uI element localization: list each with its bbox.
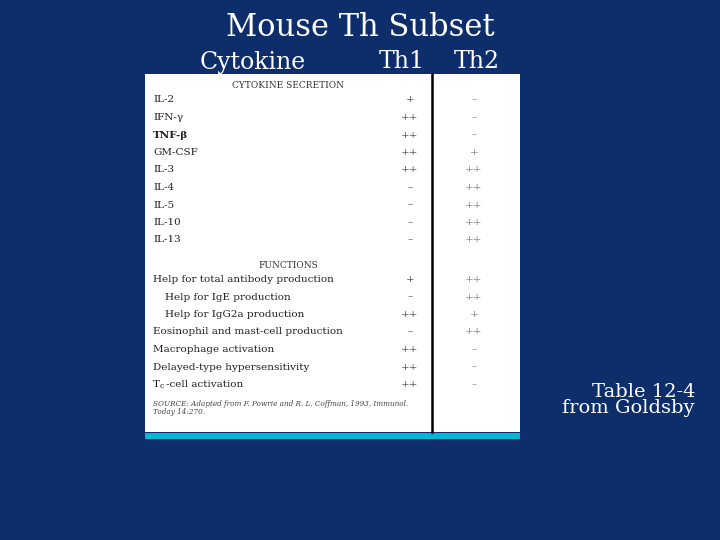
Text: ++: ++ [401, 113, 419, 122]
Text: Th2: Th2 [454, 51, 500, 73]
Text: –: – [408, 218, 413, 227]
Text: ++: ++ [401, 380, 419, 389]
Text: ++: ++ [465, 218, 482, 227]
Text: –: – [472, 362, 477, 372]
Text: Th1: Th1 [379, 51, 425, 73]
Text: –: – [408, 327, 413, 336]
Text: c: c [160, 382, 164, 390]
Text: ++: ++ [465, 235, 482, 245]
Text: TNF-β: TNF-β [153, 131, 188, 139]
Text: Help for IgE production: Help for IgE production [165, 293, 291, 301]
FancyBboxPatch shape [145, 433, 520, 439]
Text: Mouse Th Subset: Mouse Th Subset [225, 12, 495, 44]
Text: IL-13: IL-13 [153, 235, 181, 245]
Text: –: – [472, 96, 477, 105]
Text: Eosinophil and mast-cell production: Eosinophil and mast-cell production [153, 327, 343, 336]
Text: Table 12-4: Table 12-4 [592, 383, 695, 401]
Text: –: – [408, 235, 413, 245]
Text: +: + [469, 310, 478, 319]
Text: IL-3: IL-3 [153, 165, 174, 174]
Text: CYTOKINE SECRETION: CYTOKINE SECRETION [233, 82, 344, 91]
Text: GM-CSF: GM-CSF [153, 148, 198, 157]
Text: IFN-γ: IFN-γ [153, 113, 183, 122]
Text: –: – [408, 293, 413, 301]
Text: Macrophage activation: Macrophage activation [153, 345, 274, 354]
FancyBboxPatch shape [145, 74, 520, 432]
Text: ++: ++ [465, 327, 482, 336]
Text: ++: ++ [401, 345, 419, 354]
Text: ++: ++ [401, 310, 419, 319]
Text: FUNCTIONS: FUNCTIONS [258, 261, 318, 270]
Text: ++: ++ [465, 183, 482, 192]
Text: Today 14:270.: Today 14:270. [153, 408, 205, 416]
Text: IL-5: IL-5 [153, 200, 174, 210]
Text: ++: ++ [401, 148, 419, 157]
Text: ++: ++ [465, 200, 482, 210]
Text: -cell activation: -cell activation [166, 380, 243, 389]
Text: IL-4: IL-4 [153, 183, 174, 192]
Text: ++: ++ [401, 131, 419, 139]
Text: Help for total antibody production: Help for total antibody production [153, 275, 334, 284]
Text: +: + [405, 275, 415, 284]
Text: T: T [153, 380, 160, 389]
Text: from Goldsby: from Goldsby [562, 399, 695, 417]
Text: SOURCE: Adapted from F. Powrie and R. L. Coffman, 1993, Immunol.: SOURCE: Adapted from F. Powrie and R. L.… [153, 400, 408, 408]
Text: IL-10: IL-10 [153, 218, 181, 227]
Text: +: + [469, 148, 478, 157]
Text: –: – [472, 380, 477, 389]
Text: IL-2: IL-2 [153, 96, 174, 105]
Text: –: – [472, 131, 477, 139]
Text: ++: ++ [465, 165, 482, 174]
Text: ++: ++ [401, 165, 419, 174]
Text: –: – [408, 183, 413, 192]
Text: Help for IgG2a production: Help for IgG2a production [165, 310, 305, 319]
Text: ++: ++ [465, 293, 482, 301]
Text: –: – [408, 200, 413, 210]
Text: –: – [472, 345, 477, 354]
Text: Cytokine: Cytokine [200, 51, 306, 73]
Text: –: – [472, 113, 477, 122]
Text: Delayed-type hypersensitivity: Delayed-type hypersensitivity [153, 362, 310, 372]
Text: +: + [405, 96, 415, 105]
Text: ++: ++ [401, 362, 419, 372]
Text: ++: ++ [465, 275, 482, 284]
